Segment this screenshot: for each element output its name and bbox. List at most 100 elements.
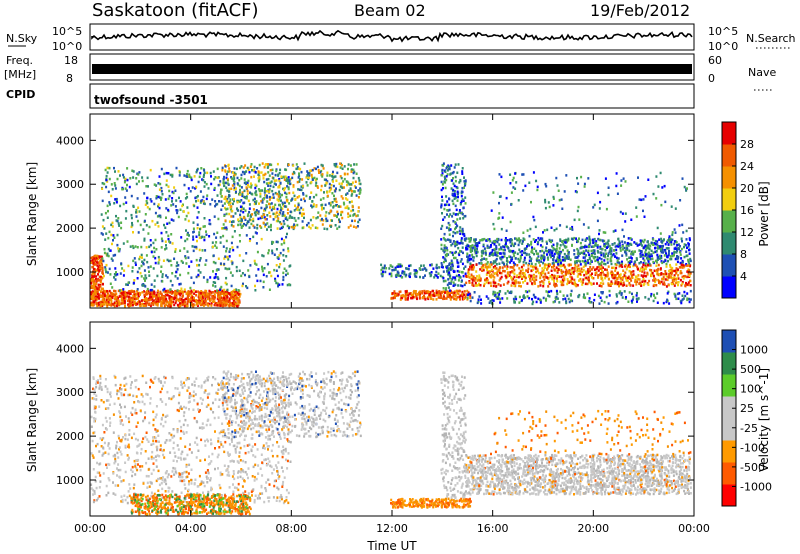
- echo-cell: [481, 258, 484, 261]
- echo-cell: [437, 272, 440, 275]
- echo-cell: [267, 249, 270, 252]
- echo-cell: [640, 250, 643, 253]
- echo-cell: [357, 176, 360, 180]
- echo-cell: [459, 260, 462, 263]
- echo-cell: [536, 242, 539, 246]
- echo-cell: [223, 206, 226, 210]
- echo-cell: [489, 275, 492, 279]
- echo-cell: [575, 256, 578, 259]
- echo-cell: [203, 293, 205, 297]
- echo-cell: [326, 227, 329, 231]
- echo-cell: [101, 187, 104, 190]
- echo-cell: [606, 274, 609, 277]
- echo-cell: [153, 300, 156, 304]
- echo-cell: [648, 279, 651, 283]
- echo-cell: [273, 182, 276, 185]
- echo-cell: [165, 294, 167, 297]
- echo-cell: [488, 252, 491, 255]
- echo-cell: [255, 242, 258, 245]
- echo-cell: [245, 195, 248, 198]
- echo-cell: [513, 275, 516, 279]
- echo-cell: [143, 258, 146, 262]
- echo-cell: [687, 281, 690, 284]
- echo-cell: [608, 244, 611, 248]
- echo-cell: [675, 271, 678, 274]
- echo-cell: [384, 270, 387, 274]
- nsky-label: N.Sky: [6, 32, 38, 45]
- echo-cell: [293, 209, 296, 212]
- echo-cell: [585, 272, 588, 276]
- echo-cell: [687, 242, 690, 245]
- echo-cell: [170, 204, 173, 207]
- echo-cell: [238, 295, 241, 298]
- echo-cell: [239, 188, 241, 192]
- echo-cell: [620, 264, 623, 267]
- echo-cell: [562, 270, 565, 274]
- echo-cell: [108, 267, 111, 271]
- echo-cell: [687, 245, 690, 248]
- echo-cell: [352, 168, 355, 172]
- echo-cell: [559, 244, 562, 247]
- echo-cell: [222, 234, 225, 238]
- echo-cell: [319, 198, 322, 201]
- echo-cell: [511, 270, 513, 273]
- echo-cell: [394, 274, 397, 277]
- echo-cell: [448, 238, 451, 242]
- echo-cell: [225, 250, 228, 253]
- echo-cell: [98, 275, 101, 279]
- echo-cell: [443, 291, 446, 294]
- echo-cell: [120, 297, 123, 301]
- echo-cell: [163, 223, 165, 227]
- echo-cell: [317, 211, 320, 214]
- echo-cell: [263, 209, 265, 212]
- echo-cell: [198, 233, 201, 237]
- echo-cell: [469, 262, 472, 265]
- echo-cell: [291, 176, 294, 180]
- echo-cell: [188, 173, 191, 176]
- echo-cell: [188, 175, 191, 178]
- echo-cell: [495, 244, 498, 248]
- echo-cell: [503, 245, 506, 249]
- echo-cell: [214, 275, 217, 279]
- echo-cell: [663, 283, 666, 286]
- echo-cell: [212, 270, 214, 273]
- echo-cell: [126, 240, 129, 243]
- echo-cell: [475, 275, 478, 278]
- echo-cell: [343, 172, 346, 175]
- echo-cell: [660, 237, 663, 241]
- echo-cell: [290, 225, 293, 229]
- echo-cell: [106, 271, 109, 274]
- echo-cell: [534, 282, 536, 285]
- echo-cell: [636, 280, 639, 283]
- echo-cell: [474, 277, 477, 280]
- echo-cell: [261, 189, 264, 192]
- echo-cell: [673, 242, 676, 246]
- echo-cell: [271, 249, 274, 252]
- echo-cell: [113, 297, 116, 300]
- echo-cell: [513, 272, 516, 276]
- echo-cell: [522, 264, 525, 267]
- echo-cell: [233, 183, 236, 186]
- echo-cell: [552, 258, 555, 262]
- echo-cell: [92, 267, 95, 271]
- echo-cell: [91, 290, 94, 293]
- echo-cell: [641, 239, 644, 243]
- echo-cell: [148, 274, 151, 277]
- echo-cell: [274, 279, 277, 282]
- echo-cell: [244, 209, 247, 212]
- echo-cell: [657, 267, 660, 271]
- echo-cell: [225, 173, 228, 176]
- echo-cell: [211, 295, 214, 298]
- echo-cell: [657, 273, 660, 277]
- date-title: 19/Feb/2012: [590, 1, 690, 20]
- echo-cell: [183, 304, 186, 308]
- echo-cell: [552, 243, 555, 247]
- echo-cell: [123, 300, 126, 303]
- echo-cell: [580, 273, 582, 276]
- echo-cell: [607, 254, 609, 258]
- echo-cell: [595, 271, 598, 274]
- echo-cell: [334, 175, 337, 178]
- echo-cell: [292, 191, 295, 194]
- echo-cell: [268, 174, 271, 177]
- echo-cell: [152, 267, 155, 270]
